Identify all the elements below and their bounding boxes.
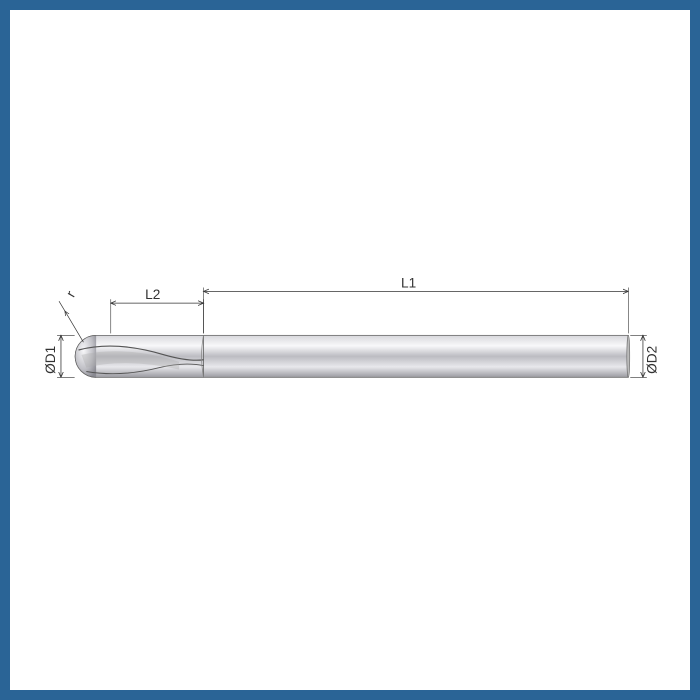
label-L1: L1	[401, 276, 416, 291]
label-r: r	[63, 288, 78, 300]
technical-drawing: L1 L2 r ØD1 ØD2	[18, 18, 682, 682]
label-D1: ØD1	[43, 346, 58, 374]
label-L2: L2	[145, 287, 160, 302]
dim-L2: L2	[111, 287, 204, 333]
diagram-frame: L1 L2 r ØD1 ØD2	[0, 0, 700, 700]
dim-D2: ØD2	[630, 335, 659, 377]
label-D2: ØD2	[645, 346, 660, 374]
dim-D1: ØD1	[43, 335, 75, 377]
shank-body	[204, 335, 629, 377]
dim-r: r	[59, 288, 83, 342]
shank-end-face	[627, 335, 630, 377]
dim-L1: L1	[204, 276, 629, 334]
diagram-canvas: L1 L2 r ØD1 ØD2	[18, 18, 682, 682]
